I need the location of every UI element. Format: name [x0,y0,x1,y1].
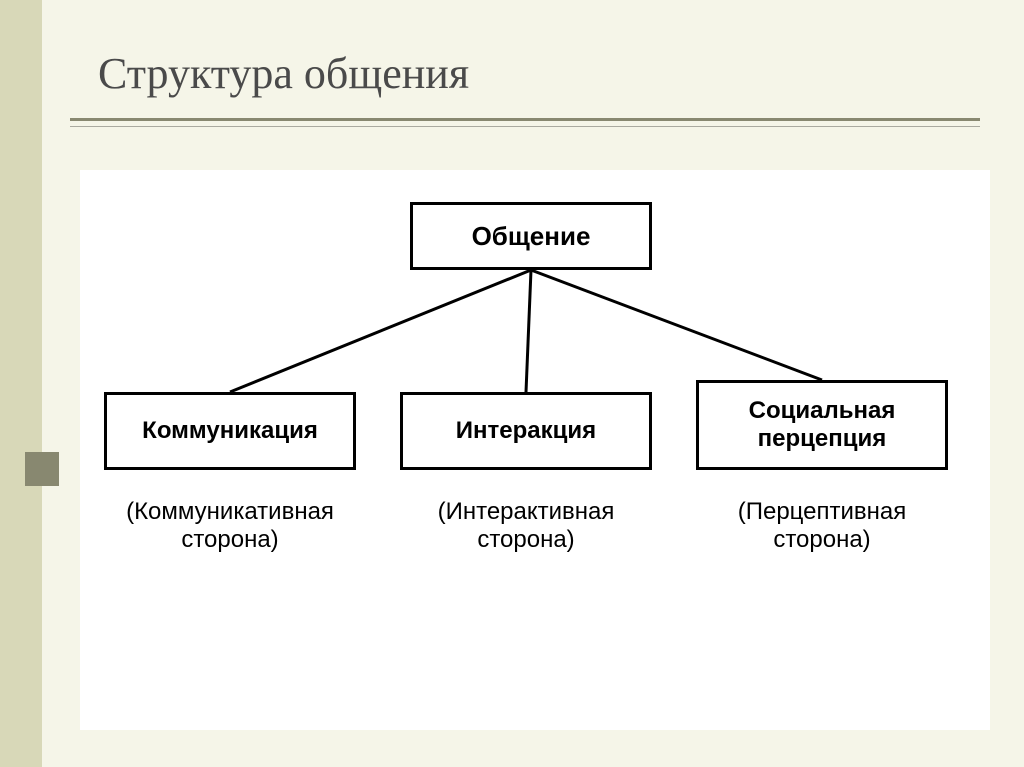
caption-child2: (Интерактивнаясторона) [400,498,652,554]
edge-root-child1 [230,270,531,392]
diagram-canvas: Общение Коммуникация (Коммуникативнаясто… [80,170,990,730]
title-rule-thick [70,118,980,121]
accent-square [25,452,59,486]
node-root: Общение [410,202,652,270]
edge-root-child2 [526,270,531,392]
caption-child3: (Перцептивнаясторона) [696,498,948,554]
node-child2: Интеракция [400,392,652,470]
node-child2-label: Интеракция [456,417,596,445]
node-child1-label: Коммуникация [142,417,318,445]
node-root-label: Общение [472,221,591,252]
slide-title: Структура общения [98,48,469,99]
edge-root-child3 [531,270,822,380]
node-child1: Коммуникация [104,392,356,470]
caption-child1: (Коммуникативнаясторона) [104,498,356,554]
node-child3-label: Социальнаяперцепция [749,397,896,453]
node-child3: Социальнаяперцепция [696,380,948,470]
title-rule-thin [70,126,980,127]
